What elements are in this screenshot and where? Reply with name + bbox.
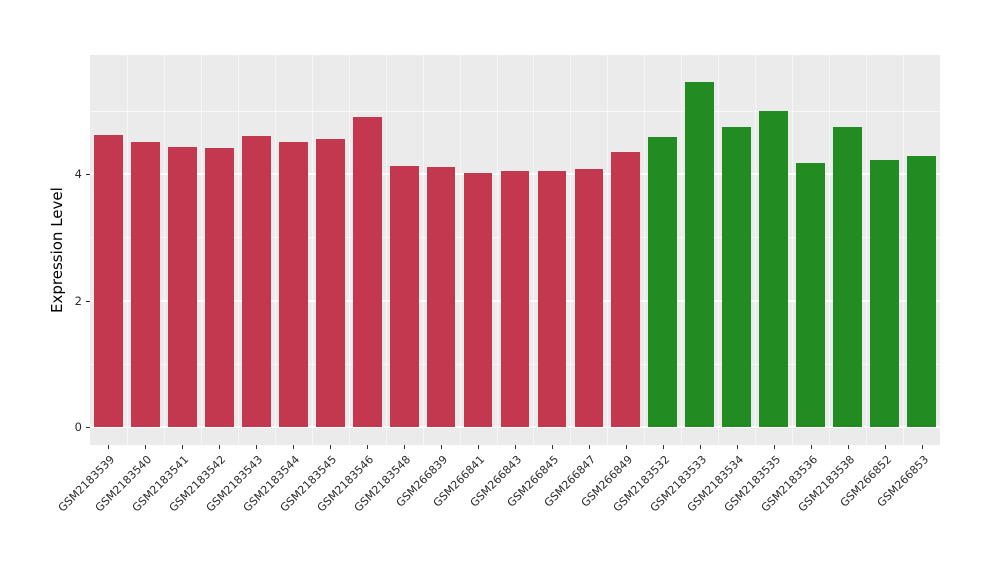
bar-GSM2183542 [204,148,234,428]
gridline-vertical [681,55,683,445]
bar-GSM2183541 [167,147,197,428]
x-tick-mark [256,445,258,449]
gridline-vertical [792,55,794,445]
gridline-vertical [311,55,313,445]
gridline-vertical [829,55,831,445]
x-tick-mark [293,445,295,449]
gridline-vertical [718,55,720,445]
y-tick-label: 0 [74,420,82,435]
y-tick-mark [86,300,90,302]
gridline-vertical [385,55,387,445]
y-tick-label: 2 [74,293,82,308]
bar-GSM266852 [870,160,899,428]
x-tick-mark [921,445,923,449]
x-tick-mark [625,445,627,449]
x-tick-mark [108,445,110,449]
gridline-vertical [274,55,276,445]
x-tick-mark [736,445,738,449]
x-tick-mark [588,445,590,449]
bar-GSM266849 [611,151,641,428]
gridline-minor [90,110,940,112]
gridline-vertical [126,55,128,445]
x-tick-mark [145,445,147,449]
x-tick-mark [884,445,886,449]
y-tick-mark [86,427,90,429]
y-tick-label: 4 [74,167,82,182]
gridline-vertical [570,55,572,445]
plot-panel: 0 2 4 GSM2183539 GSM2183540 GSM2183541 GSM2183… [56,55,940,515]
x-tick-mark [515,445,516,449]
x-tick-mark [330,445,332,449]
x-tick-mark [367,445,369,449]
x-tick-mark [662,445,664,449]
bar-GSM266847 [574,168,604,428]
bar-GSM2183532 [648,137,678,428]
bar-GSM266853 [907,156,936,428]
bar-GSM2183548 [389,166,419,428]
bar-GSM2183535 [759,110,789,428]
bar-GSM2183536 [796,162,826,428]
bar-GSM2183543 [241,136,271,428]
gridline-vertical [163,55,165,445]
bar-GSM2183539 [94,134,123,428]
y-tick-mark [86,174,90,176]
gridline-vertical [866,55,868,445]
gridline-vertical [496,55,498,445]
bar-GSM266843 [500,170,530,428]
gridline-major [90,426,940,429]
bar-GSM266845 [537,170,567,428]
x-tick-mark [478,445,480,449]
x-tick-mark [847,445,849,449]
bar-GSM2183546 [352,117,382,428]
gridline-vertical [422,55,424,445]
gridline-vertical [200,55,202,445]
gridline-vertical [348,55,350,445]
x-tick-mark [441,445,443,449]
x-tick-mark [551,445,553,449]
x-tick-mark [699,445,701,449]
gridline-vertical [607,55,609,445]
x-tick-mark [810,445,812,449]
gridline-vertical [644,55,646,445]
bar-GSM266841 [463,172,493,428]
x-tick-mark [404,445,406,449]
gridline-vertical [237,55,239,445]
bar-GSM2183538 [833,126,862,428]
x-tick-mark [182,445,184,449]
gridline-vertical [533,55,535,445]
bar-GSM2183544 [278,141,308,428]
bar-GSM2183534 [722,126,752,428]
bar-GSM2183540 [131,142,160,428]
gridline-vertical [459,55,461,445]
y-axis-title: Expression Level [48,187,66,313]
x-tick-mark [773,445,775,449]
bar-GSM2183533 [685,82,715,428]
gridline-vertical [755,55,757,445]
gridline-vertical [903,55,905,445]
bar-GSM2183545 [315,138,345,428]
bar-GSM266839 [426,167,456,428]
x-tick-mark [219,445,221,449]
